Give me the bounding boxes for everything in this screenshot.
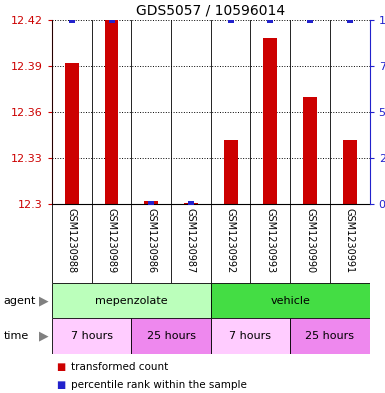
Text: GSM1230986: GSM1230986: [146, 208, 156, 274]
Text: time: time: [4, 331, 29, 341]
Bar: [224, 140, 238, 204]
Text: 7 hours: 7 hours: [229, 331, 271, 341]
Bar: [184, 203, 198, 204]
Text: GSM1230987: GSM1230987: [186, 208, 196, 274]
Bar: [52, 318, 131, 354]
Bar: [65, 63, 79, 204]
Bar: [131, 318, 211, 354]
Text: GSM1230990: GSM1230990: [305, 208, 315, 274]
Text: ▶: ▶: [39, 294, 49, 307]
Bar: [52, 283, 211, 318]
Text: 25 hours: 25 hours: [305, 331, 355, 341]
Text: transformed count: transformed count: [71, 362, 169, 373]
Bar: [263, 38, 277, 204]
Text: agent: agent: [4, 296, 36, 306]
Bar: [303, 97, 317, 204]
Text: GSM1230992: GSM1230992: [226, 208, 236, 274]
Bar: [211, 283, 370, 318]
Text: vehicle: vehicle: [270, 296, 310, 306]
Bar: [211, 318, 290, 354]
Text: 25 hours: 25 hours: [147, 331, 196, 341]
Text: GSM1230989: GSM1230989: [107, 208, 117, 274]
Bar: [290, 318, 370, 354]
Title: GDS5057 / 10596014: GDS5057 / 10596014: [136, 3, 285, 17]
Text: 7 hours: 7 hours: [71, 331, 113, 341]
Text: mepenzolate: mepenzolate: [95, 296, 168, 306]
Text: ■: ■: [56, 380, 65, 390]
Bar: [105, 20, 119, 204]
Text: percentile rank within the sample: percentile rank within the sample: [71, 380, 247, 390]
Text: ▶: ▶: [39, 329, 49, 343]
Text: GSM1230991: GSM1230991: [345, 208, 355, 274]
Text: GSM1230988: GSM1230988: [67, 208, 77, 274]
Bar: [343, 140, 357, 204]
Text: GSM1230993: GSM1230993: [265, 208, 275, 274]
Text: ■: ■: [56, 362, 65, 373]
Bar: [144, 201, 158, 204]
